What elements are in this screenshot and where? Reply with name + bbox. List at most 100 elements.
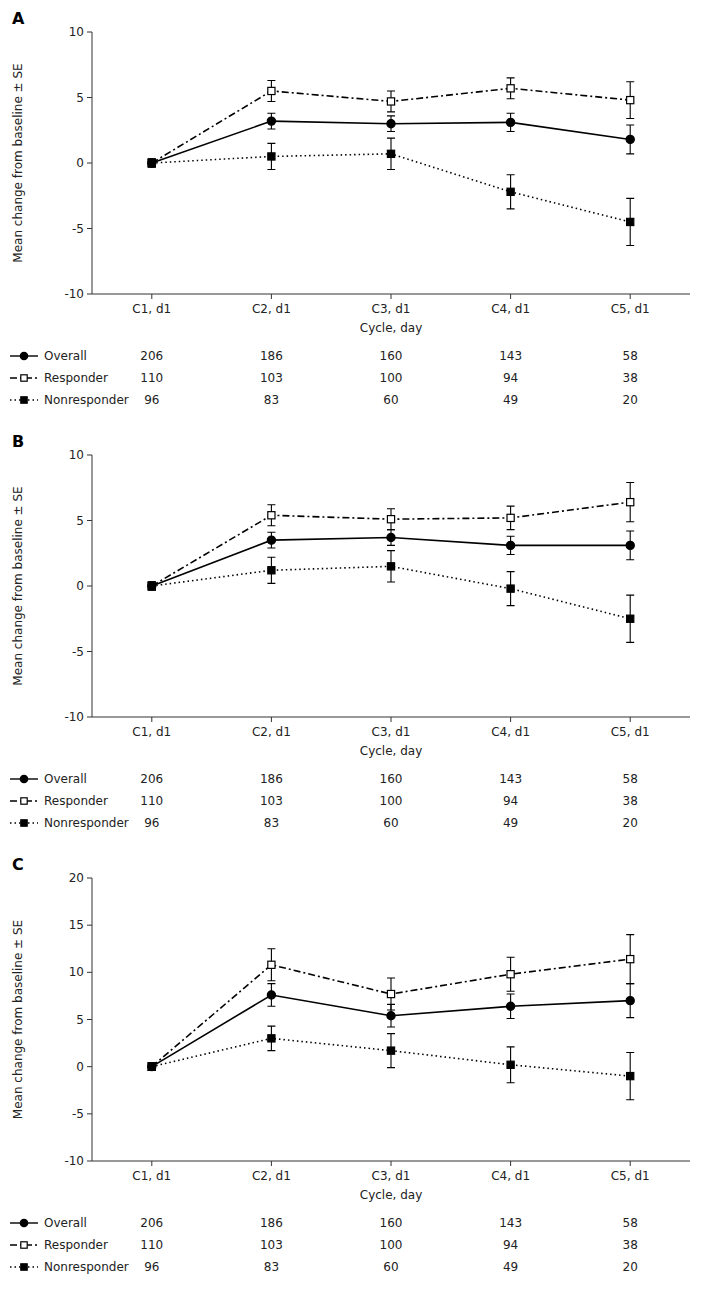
n-value: 83 [264, 816, 279, 830]
y-tick-label: 5 [76, 514, 84, 528]
x-tick-label: C4, d1 [491, 302, 530, 316]
n-table: Overall20618616014358Responder1101031009… [10, 349, 638, 407]
y-tick [87, 520, 92, 521]
error-bar [148, 159, 156, 167]
data-point [626, 997, 634, 1005]
data-point [148, 1063, 155, 1070]
y-tick [87, 1019, 92, 1020]
y-tick-label: -10 [64, 287, 84, 301]
legend-label: Overall [44, 772, 87, 786]
x-tick-label: C2, d1 [252, 302, 291, 316]
n-value: 206 [140, 1216, 163, 1230]
panel: A-10-50510Mean change from baseline ± SE… [10, 9, 690, 407]
data-point [268, 87, 275, 94]
y-tick [87, 32, 92, 33]
n-value: 60 [383, 393, 398, 407]
y-tick-label: 15 [69, 918, 84, 932]
data-point [507, 585, 514, 592]
error-bar [267, 143, 275, 169]
n-value: 143 [499, 349, 522, 363]
x-tick [510, 294, 511, 299]
x-tick-label: C5, d1 [611, 302, 650, 316]
panel-title: A [12, 9, 25, 28]
y-tick [87, 651, 92, 652]
y-axis-title: Mean change from baseline ± SE [11, 486, 25, 685]
data-point [627, 615, 634, 622]
n-value: 160 [380, 1216, 403, 1230]
data-area [148, 78, 635, 246]
y-tick [87, 925, 92, 926]
data-point [148, 159, 155, 166]
panel: B-10-50510Mean change from baseline ± SE… [10, 432, 690, 830]
error-bar [387, 509, 395, 530]
data-point [267, 117, 275, 125]
legend-label: Overall [44, 1216, 87, 1230]
n-value: 143 [499, 1216, 522, 1230]
error-bar [148, 582, 156, 590]
x-tick-label: C3, d1 [372, 302, 411, 316]
x-tick-label: C4, d1 [491, 725, 530, 739]
n-value: 38 [623, 371, 638, 385]
data-point [626, 541, 634, 549]
error-bar [148, 1063, 156, 1071]
y-tick-label: 20 [69, 871, 84, 885]
data-point [148, 1063, 156, 1071]
data-point [507, 514, 514, 521]
n-value: 100 [380, 371, 403, 385]
y-tick [87, 455, 92, 456]
data-point [627, 956, 634, 963]
x-tick [630, 717, 631, 722]
data-point [268, 512, 275, 519]
y-axis-title: Mean change from baseline ± SE [11, 63, 25, 262]
y-tick-label: 10 [69, 25, 84, 39]
x-tick [271, 717, 272, 722]
x-tick [510, 717, 511, 722]
n-table: Overall20618616014358Responder1101031009… [10, 772, 638, 830]
n-value: 60 [383, 1260, 398, 1274]
x-tick-label: C4, d1 [491, 1169, 530, 1183]
data-point [627, 499, 634, 506]
data-point [507, 971, 514, 978]
data-point [627, 218, 634, 225]
legend-label: Nonresponder [44, 1260, 129, 1274]
error-bar [626, 984, 634, 1018]
series [148, 551, 634, 643]
series-line [152, 959, 630, 1067]
error-bar [626, 82, 634, 119]
n-value: 60 [383, 816, 398, 830]
x-tick-label: C3, d1 [372, 725, 411, 739]
y-tick-label: 0 [76, 579, 84, 593]
y-tick-label: 0 [76, 1060, 84, 1074]
y-tick-label: -10 [64, 1154, 84, 1168]
y-tick-label: 0 [76, 156, 84, 170]
n-value: 58 [623, 772, 638, 786]
data-point [387, 98, 394, 105]
data-point [268, 567, 275, 574]
y-tick-label: 5 [76, 1013, 84, 1027]
x-tick [151, 1161, 152, 1166]
series [148, 984, 635, 1071]
error-bar [387, 91, 395, 112]
x-tick [271, 1161, 272, 1166]
y-tick-label: 5 [76, 91, 84, 105]
n-value: 206 [140, 772, 163, 786]
series-line [152, 502, 630, 586]
series [148, 530, 635, 590]
error-bar [267, 557, 275, 583]
error-bar [507, 506, 515, 530]
data-point [627, 97, 634, 104]
error-bar [387, 978, 395, 1010]
n-value: 20 [623, 1260, 638, 1274]
n-value: 38 [623, 1238, 638, 1252]
data-point [626, 135, 634, 143]
x-axis-title: Cycle, day [360, 1188, 423, 1202]
y-tick [87, 97, 92, 98]
n-value: 206 [140, 349, 163, 363]
error-bar [267, 80, 275, 101]
error-bar [626, 483, 634, 522]
series [148, 1026, 634, 1100]
error-bar [626, 198, 634, 245]
y-tick [87, 1161, 92, 1162]
error-bar [507, 994, 515, 1019]
data-point [148, 582, 156, 590]
